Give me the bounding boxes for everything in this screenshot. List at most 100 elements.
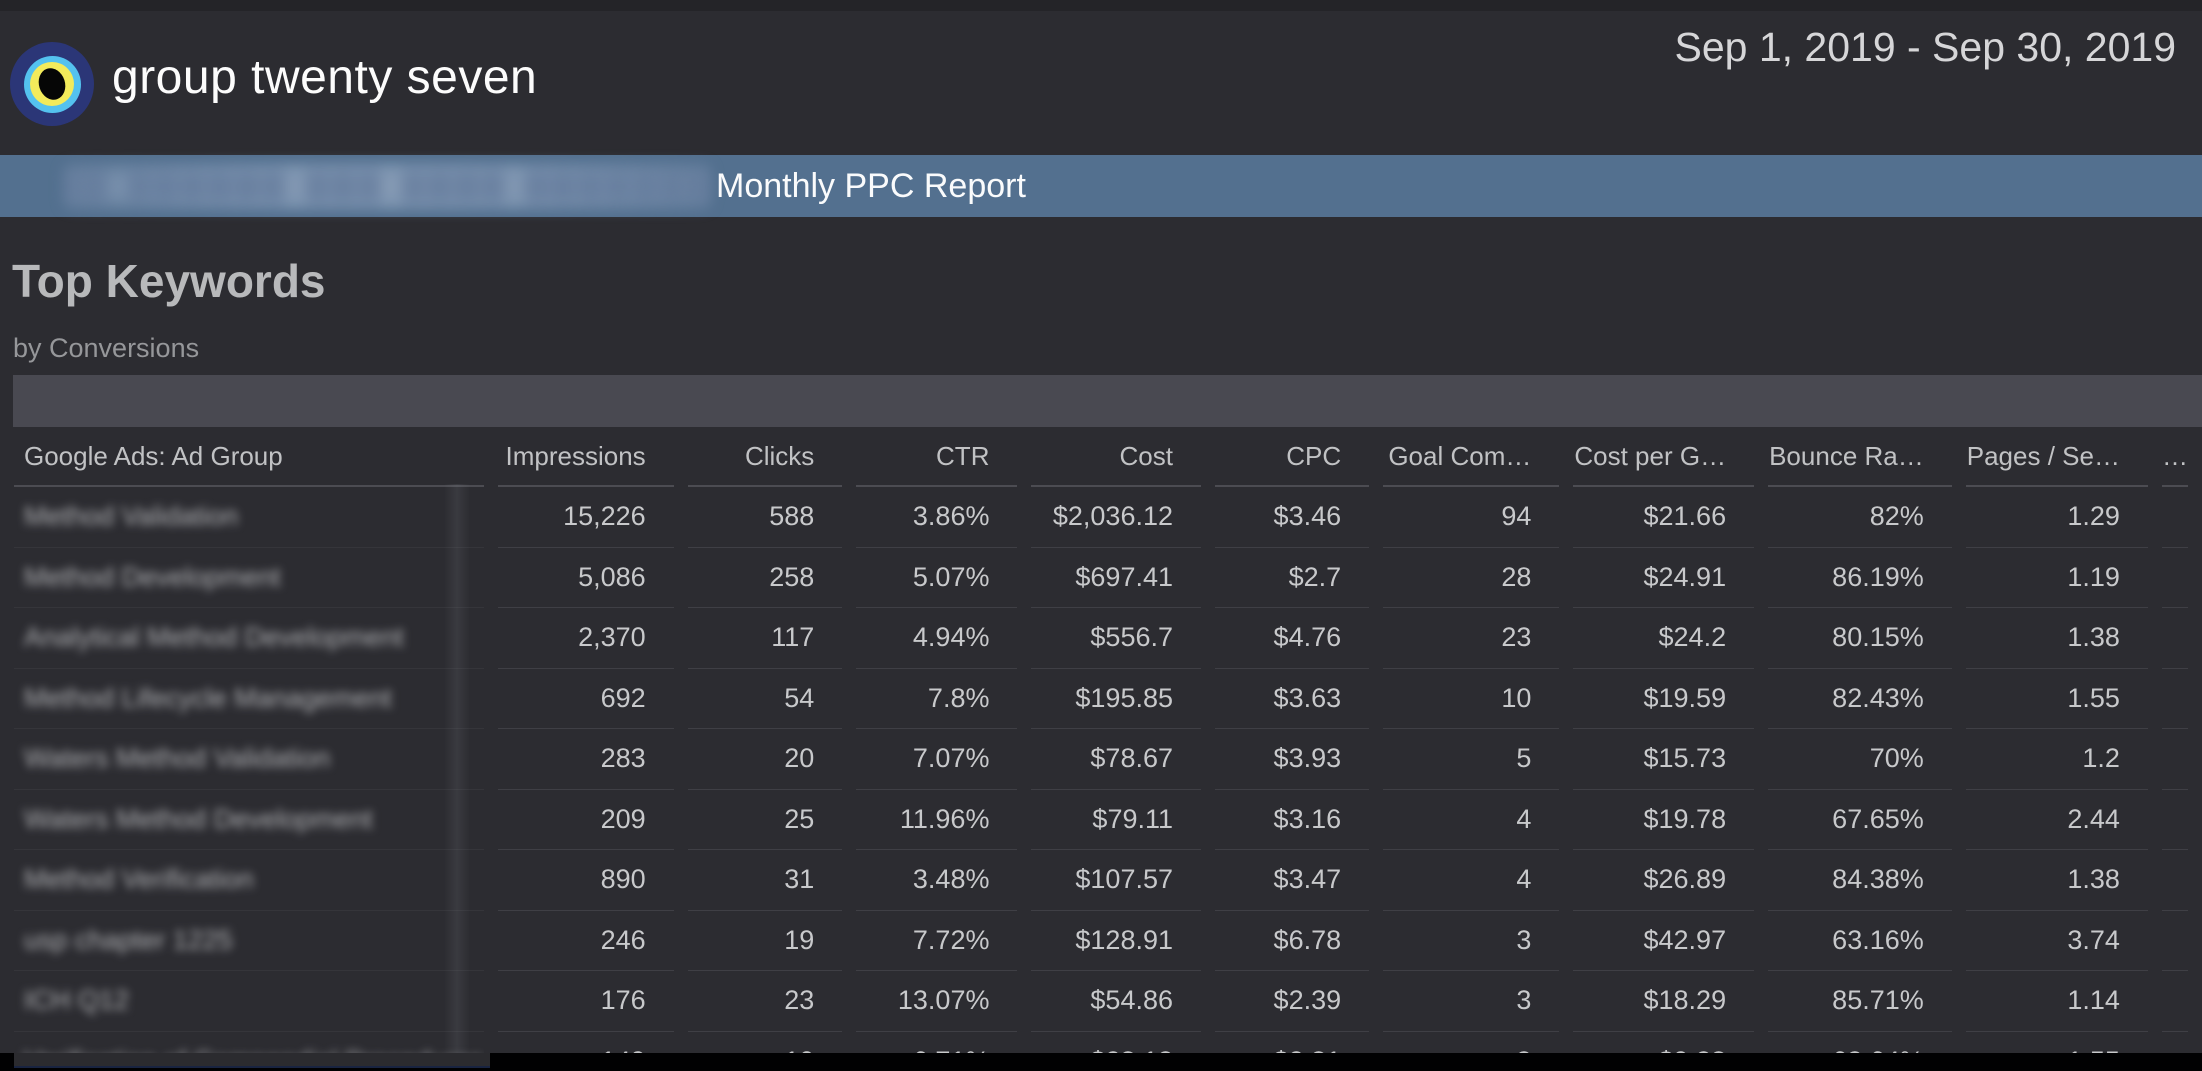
column-header-bounce_rate[interactable]: Bounce Ra… — [1768, 427, 1952, 487]
cell-clicks: 31 — [687, 850, 843, 911]
cell-cpc: $3.63 — [1215, 669, 1370, 729]
redacted-ad-group-name: Waters Method Development — [24, 803, 373, 834]
cell-clicks: 117 — [687, 608, 843, 669]
redacted-ad-group-name: Method Lifecycle Management — [24, 682, 392, 713]
cell-clicks: 258 — [687, 548, 843, 608]
cell-impressions: 246 — [498, 911, 674, 971]
cell-cost_per_goal: $42.97 — [1573, 911, 1755, 971]
redacted-ad-group-name: Waters Method Validation — [24, 743, 331, 774]
brand-logo-icon — [10, 42, 94, 126]
cell-cost_per_goal: $26.89 — [1573, 850, 1755, 911]
cell-impressions: 2,370 — [498, 608, 674, 669]
logo-ring — [30, 62, 74, 106]
cell-ctr: 3.86% — [856, 487, 1018, 548]
table-toolbar-strip — [13, 375, 2202, 427]
cell-bounce_rate: 85.71% — [1768, 971, 1952, 1032]
cell-cost: $54.86 — [1031, 971, 1201, 1032]
cell-clicks: 19 — [687, 911, 843, 971]
cell-ctr: 5.07% — [856, 548, 1018, 608]
cell-bounce_rate: 82.43% — [1768, 669, 1952, 729]
redaction-overlay-bottom — [14, 1053, 490, 1066]
report-title: Monthly PPC Report — [716, 166, 1026, 205]
cell-cost: $78.67 — [1031, 729, 1201, 790]
cell-ad_group: ICH Q12 — [14, 971, 485, 1032]
cell-bounce_rate: 80.15% — [1768, 608, 1952, 669]
cell-bounce_rate: 84.38% — [1768, 850, 1952, 911]
table-row: usp chapter 1225 246 19 7.72% $128.91 $6.78 3 $… — [14, 911, 2188, 971]
cell-bounce_rate: 86.19% — [1768, 548, 1952, 608]
column-header-overflow[interactable]: … — [2161, 427, 2188, 487]
cell-pages_session: 1.38 — [1965, 608, 2148, 669]
redaction-overlay-edge — [444, 484, 470, 1053]
cell-clicks: 588 — [687, 487, 843, 548]
cell-ctr: 7.07% — [856, 729, 1018, 790]
cell-cpc: $2.39 — [1215, 971, 1370, 1032]
redacted-client-name: ████ ██████ ███ ████ █████████ — [63, 163, 711, 210]
cell-overflow — [2161, 669, 2188, 729]
logo-ring — [23, 55, 81, 113]
cell-goal_completions: 5 — [1383, 729, 1560, 790]
widget-subtitle: by Conversions — [13, 333, 200, 363]
cell-pages_session: 1.14 — [1965, 971, 2148, 1032]
cell-bounce_rate: 63.16% — [1768, 911, 1952, 971]
column-header-ctr[interactable]: CTR — [856, 427, 1018, 487]
cell-pages_session: 1.55 — [1965, 669, 2148, 729]
date-range[interactable]: Sep 1, 2019 - Sep 30, 2019 — [1674, 24, 2176, 70]
cell-pages_session: 1.29 — [1965, 487, 2148, 548]
page-bottom-bar — [0, 1053, 2202, 1071]
column-header-cost_per_goal[interactable]: Cost per G… — [1573, 427, 1755, 487]
cell-goal_completions: 3 — [1383, 971, 1560, 1032]
table-row: Method Development 5,086 258 5.07% $697.41 $2… — [14, 548, 2188, 608]
table-row: Analytical Method Development 2,370 117 4.9… — [14, 608, 2188, 669]
logo-core — [34, 64, 70, 104]
redacted-ad-group-name: usp chapter 1225 — [24, 924, 233, 955]
cell-impressions: 15,226 — [498, 487, 674, 548]
table-row: ICH Q12 176 23 13.07% $54.86 $2.39 3 $18.29 85.7… — [14, 971, 2188, 1032]
cell-cost_per_goal: $24.2 — [1573, 608, 1755, 669]
cell-pages_session: 1.19 — [1965, 548, 2148, 608]
column-header-clicks[interactable]: Clicks — [687, 427, 843, 487]
cell-impressions: 176 — [498, 971, 674, 1032]
column-header-pages_session[interactable]: Pages / Se… — [1965, 427, 2148, 487]
cell-cpc: $6.78 — [1215, 911, 1370, 971]
cell-clicks: 20 — [687, 729, 843, 790]
cell-goal_completions: 23 — [1383, 608, 1560, 669]
cell-goal_completions: 28 — [1383, 548, 1560, 608]
cell-cost: $107.57 — [1031, 850, 1201, 911]
cell-goal_completions: 4 — [1383, 790, 1560, 850]
cell-bounce_rate: 70% — [1768, 729, 1952, 790]
cell-pages_session: 1.2 — [1965, 729, 2148, 790]
column-header-impressions[interactable]: Impressions — [498, 427, 674, 487]
cell-ctr: 7.8% — [856, 669, 1018, 729]
cell-cost_per_goal: $24.91 — [1573, 548, 1755, 608]
column-header-goal_completions[interactable]: Goal Com… — [1383, 427, 1560, 487]
cell-overflow — [2161, 487, 2188, 548]
cell-ctr: 13.07% — [856, 971, 1018, 1032]
cell-ctr: 3.48% — [856, 850, 1018, 911]
cell-impressions: 692 — [498, 669, 674, 729]
column-header-cpc[interactable]: CPC — [1215, 427, 1370, 487]
widget-title: Top Keywords — [12, 255, 326, 307]
redaction-overlay-border — [14, 1066, 490, 1068]
cell-overflow — [2161, 548, 2188, 608]
cell-cost: $556.7 — [1031, 608, 1201, 669]
table-row: Method Verification 890 31 3.48% $107.57 $3.4… — [14, 850, 2188, 911]
cell-ad_group: Analytical Method Development — [14, 608, 485, 669]
cell-overflow — [2161, 608, 2188, 669]
cell-cpc: $2.7 — [1215, 548, 1370, 608]
cell-ad_group: Waters Method Validation — [14, 729, 485, 790]
cell-goal_completions: 94 — [1383, 487, 1560, 548]
cell-bounce_rate: 67.65% — [1768, 790, 1952, 850]
cell-cost_per_goal: $19.59 — [1573, 669, 1755, 729]
cell-ctr: 7.72% — [856, 911, 1018, 971]
redacted-ad-group-name: Method Development — [24, 561, 281, 592]
column-header-ad_group[interactable]: Google Ads: Ad Group — [14, 427, 485, 487]
cell-pages_session: 3.74 — [1965, 911, 2148, 971]
cell-ad_group: Method Verification — [14, 850, 485, 911]
cell-cpc: $4.76 — [1215, 608, 1370, 669]
cell-cost_per_goal: $21.66 — [1573, 487, 1755, 548]
cell-cost_per_goal: $18.29 — [1573, 971, 1755, 1032]
column-header-cost[interactable]: Cost — [1031, 427, 1201, 487]
keywords-table: Google Ads: Ad Group Impressions Clicks CTR… — [0, 427, 2202, 1071]
